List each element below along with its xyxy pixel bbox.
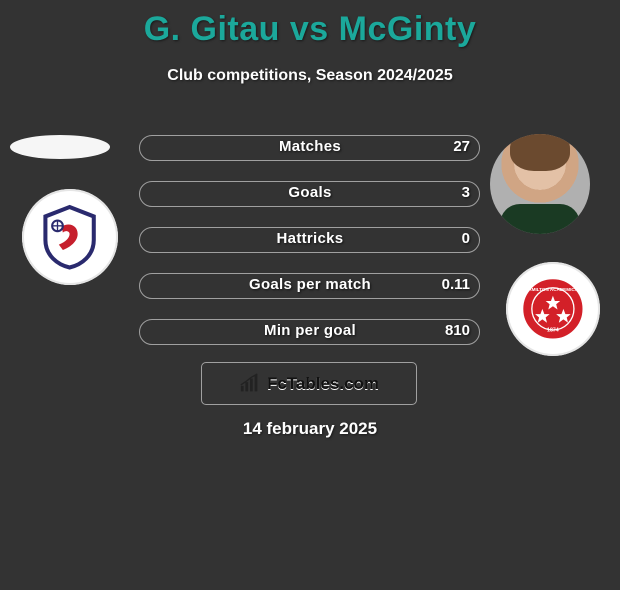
stat-label: Min per goal [264,322,356,339]
page-title: G. Gitau vs McGinty [0,10,620,49]
stat-value: 0.11 [442,276,470,293]
stat-label: Goals per match [249,276,371,293]
stat-row: Matches 27 [0,135,620,167]
stat-row: Goals per match 0.11 [0,273,620,305]
stat-value: 3 [462,184,470,201]
logo-text: FcTables.com [267,374,379,394]
stat-row: Min per goal 810 [0,319,620,351]
stats-table: Matches 27 Goals 3 Hattricks 0 Goals per… [0,135,620,365]
date-label: 14 february 2025 [0,419,620,439]
stat-value: 810 [445,322,470,339]
stat-value: 27 [453,138,470,155]
bar-chart-icon [239,373,261,395]
stat-row: Goals 3 [0,181,620,213]
stat-label: Matches [279,138,341,155]
subtitle: Club competitions, Season 2024/2025 [0,67,620,85]
stat-label: Hattricks [277,230,344,247]
stat-value: 0 [462,230,470,247]
fctables-logo: FcTables.com [201,362,417,405]
stat-label: Goals [288,184,331,201]
stat-row: Hattricks 0 [0,227,620,259]
